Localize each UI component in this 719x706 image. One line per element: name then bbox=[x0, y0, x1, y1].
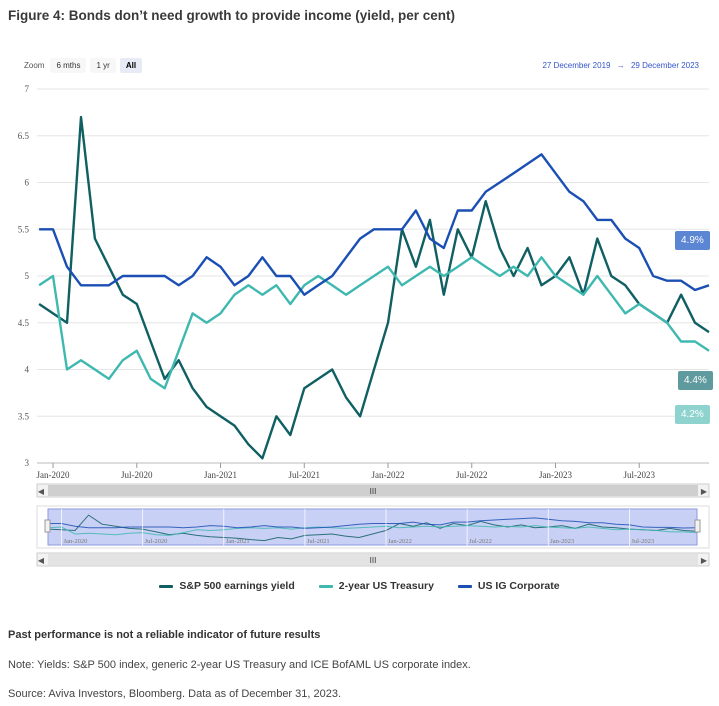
main-scrollbar-grip: III bbox=[370, 487, 377, 496]
sp-last-value-badge: 4.4% bbox=[678, 371, 713, 390]
navigator-tick-label: Jul-2022 bbox=[469, 538, 492, 545]
series-line-treasury[interactable] bbox=[38, 256, 710, 390]
navigator-tick-label: Jul-2023 bbox=[631, 538, 654, 545]
nav-scrollbar-thumb[interactable] bbox=[48, 554, 698, 565]
navigator-tick-label: Jan-2023 bbox=[550, 538, 574, 545]
chart-title: Figure 4: Bonds don’t need growth to pro… bbox=[8, 8, 456, 23]
range-from[interactable]: 27 December 2019 bbox=[542, 61, 611, 70]
y-tick-label: 5 bbox=[25, 271, 30, 281]
navigator-tick-label: Jul-2020 bbox=[145, 538, 168, 545]
navigator-tick-label: Jan-2022 bbox=[388, 538, 412, 545]
x-tick-label: Jul-2020 bbox=[121, 470, 153, 480]
zoom-all-button[interactable]: All bbox=[119, 57, 143, 73]
y-tick-label: 5.5 bbox=[18, 224, 30, 234]
range-arrow-icon: → bbox=[616, 61, 625, 70]
x-tick-label: Jul-2023 bbox=[623, 470, 655, 480]
y-tick-label: 4.5 bbox=[18, 318, 30, 328]
legend-swatch-sp bbox=[159, 584, 174, 588]
navigator-series-sp bbox=[47, 514, 698, 542]
legend-item-sp[interactable]: S&P 500 earnings yield bbox=[159, 580, 295, 592]
x-tick-label: Jul-2021 bbox=[289, 470, 321, 480]
navigator-tick-label: Jul-2021 bbox=[307, 538, 330, 545]
date-range: 27 December 2019 → 29 December 2023 bbox=[540, 61, 701, 70]
y-tick-label: 7 bbox=[25, 84, 30, 94]
series-line-sp[interactable] bbox=[38, 115, 710, 460]
zoom-label: Zoom bbox=[24, 60, 45, 70]
x-tick-label: Jan-2023 bbox=[539, 470, 572, 480]
legend-label-treasury: 2-year US Treasury bbox=[338, 580, 434, 592]
nav-scroll-left-arrow-icon[interactable]: ◀ bbox=[38, 556, 45, 565]
line-chart: 3 3.5 4 4.5 5 5.5 6 6.5 7 Jan-2020 Jul-2020 Jan-202… bbox=[18, 84, 710, 567]
navigator-tick-label: Jan-2020 bbox=[64, 538, 88, 545]
navigator-tick-label: Jan-2021 bbox=[226, 538, 250, 545]
note: Note: Yields: S&P 500 index, generic 2-y… bbox=[8, 659, 471, 671]
zoom-6mths-button[interactable]: 6 mths bbox=[50, 57, 87, 73]
legend-item-corp[interactable]: US IG Corporate bbox=[457, 580, 560, 592]
main-scrollbar-thumb[interactable] bbox=[48, 485, 698, 496]
y-tick-label: 6.5 bbox=[18, 131, 30, 141]
main-scroll-right-arrow-icon[interactable]: ▶ bbox=[701, 487, 708, 496]
legend-label-sp: S&P 500 earnings yield bbox=[179, 580, 295, 592]
zoom-1yr-button[interactable]: 1 yr bbox=[90, 57, 116, 73]
y-tick-label: 4 bbox=[25, 365, 30, 375]
series-line-corp[interactable] bbox=[39, 153, 710, 296]
nav-scrollbar-grip: III bbox=[370, 556, 377, 565]
main-scroll-left-arrow-icon[interactable]: ◀ bbox=[38, 487, 45, 496]
corp-last-value-badge: 4.9% bbox=[675, 231, 710, 250]
navigator-series-corp bbox=[48, 517, 698, 529]
navigator-right-handle[interactable] bbox=[694, 519, 701, 533]
legend-swatch-treasury bbox=[318, 584, 333, 588]
legend-item-treasury[interactable]: 2-year US Treasury bbox=[318, 580, 434, 592]
legend: S&P 500 earnings yield 2-year US Treasur… bbox=[0, 580, 719, 592]
zoom-controls: Zoom 6 mths 1 yr All bbox=[24, 57, 146, 73]
x-tick-label: Jul-2022 bbox=[456, 470, 488, 480]
x-tick-label: Jan-2021 bbox=[204, 470, 237, 480]
y-tick-label: 6 bbox=[25, 178, 30, 188]
x-tick-label: Jan-2020 bbox=[37, 470, 70, 480]
x-tick-label: Jan-2022 bbox=[372, 470, 405, 480]
range-to[interactable]: 29 December 2023 bbox=[630, 61, 699, 70]
disclaimer: Past performance is not a reliable indic… bbox=[8, 629, 321, 641]
treasury-last-value-badge: 4.2% bbox=[675, 405, 710, 424]
legend-label-corp: US IG Corporate bbox=[477, 580, 560, 592]
nav-scroll-right-arrow-icon[interactable]: ▶ bbox=[701, 556, 708, 565]
legend-swatch-corp bbox=[457, 584, 472, 588]
y-tick-label: 3.5 bbox=[18, 411, 30, 421]
source: Source: Aviva Investors, Bloomberg. Data… bbox=[8, 688, 342, 700]
y-tick-label: 3 bbox=[25, 458, 30, 468]
navigator-series-treasury bbox=[47, 525, 698, 536]
navigator-left-handle[interactable] bbox=[44, 519, 51, 533]
